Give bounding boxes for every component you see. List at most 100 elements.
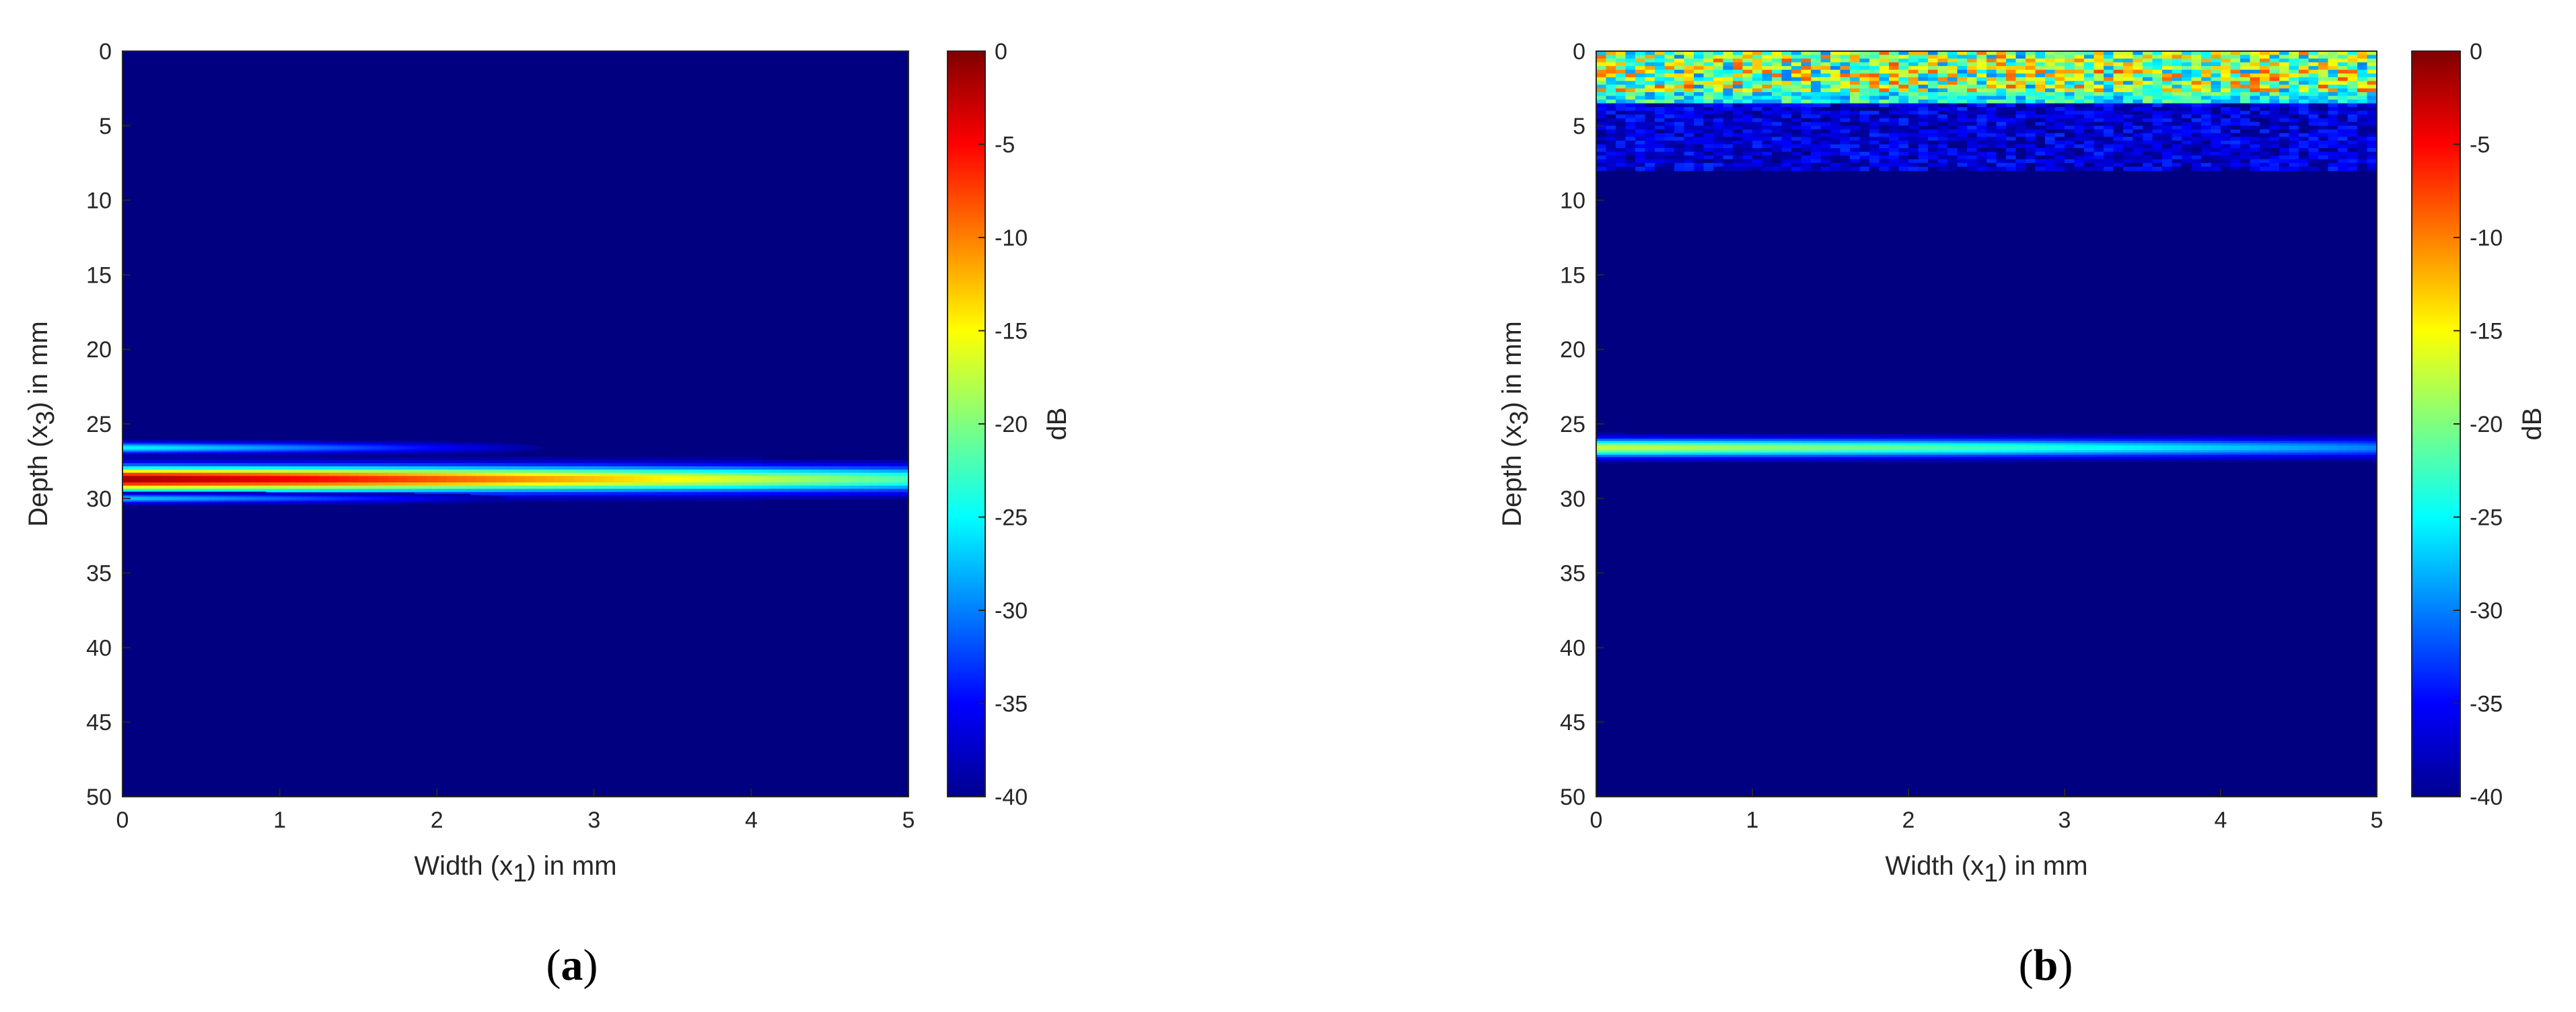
heatmap-cell: [2328, 148, 2338, 153]
heatmap-cell: [898, 472, 909, 477]
heatmap-cell: [1840, 69, 1851, 75]
heatmap-cell: [2006, 107, 2017, 112]
heatmap-cell: [408, 501, 415, 504]
heatmap-cell: [137, 499, 144, 502]
heatmap-cell: [348, 472, 359, 477]
heatmap-cell: [1694, 96, 1705, 101]
heatmap-cell: [859, 479, 870, 483]
heatmap-cell: [1723, 51, 1733, 56]
heatmap-cell: [490, 499, 497, 502]
heatmap-cell: [122, 476, 133, 480]
heatmap-cell: [761, 479, 772, 483]
heatmap-cell: [463, 442, 470, 445]
heatmap-cell: [2133, 137, 2143, 141]
heatmap-cell: [1781, 107, 1792, 112]
heatmap-cell: [315, 441, 322, 443]
heatmap-cell: [182, 446, 190, 449]
heatmap-cell: [133, 439, 140, 442]
heatmap-cell: [2074, 96, 2085, 101]
heatmap-cell: [378, 460, 389, 464]
heatmap-cell: [1694, 107, 1705, 112]
heatmap-cell: [2260, 151, 2270, 157]
heatmap-cell: [1820, 114, 1831, 119]
heatmap-cell: [1869, 129, 1880, 134]
heatmap-cell: [2065, 62, 2075, 67]
heatmap-cell: [2152, 125, 2163, 131]
heatmap-cell: [1937, 66, 1948, 71]
heatmap-cell: [320, 449, 327, 451]
heatmap-cell: [2191, 51, 2202, 56]
heatmap-cell: [2240, 107, 2251, 112]
heatmap-cell: [221, 476, 231, 480]
heatmap-cell: [188, 504, 195, 506]
heatmap-cell: [518, 443, 525, 446]
heatmap-cell: [2338, 137, 2349, 141]
heatmap-cell: [1840, 100, 1851, 104]
heatmap-cell: [194, 441, 201, 443]
heatmap-cell: [1987, 51, 1997, 56]
heatmap-cell: [2054, 62, 2065, 67]
heatmap-cell: [303, 446, 310, 449]
heatmap-cell: [210, 453, 217, 456]
heatmap-cell: [1898, 84, 1909, 89]
heatmap-cell: [1859, 110, 1870, 116]
heatmap-cell: [1996, 96, 2007, 101]
heatmap-cell: [2123, 88, 2134, 93]
heatmap-cell: [397, 463, 408, 467]
heatmap-cell: [1976, 144, 1987, 149]
heatmap-cell: [1625, 125, 1636, 131]
heatmap-cell: [279, 466, 291, 470]
heatmap-cell: [2269, 107, 2280, 112]
heatmap-cell: [1781, 110, 1792, 116]
heatmap-cell: [298, 441, 305, 443]
heatmap-cell: [2045, 51, 2056, 56]
heatmap-cell: [584, 492, 595, 496]
heatmap-cell: [565, 492, 575, 496]
heatmap-cell: [2054, 125, 2065, 131]
heatmap-cell: [2162, 144, 2173, 149]
heatmap-cell: [1762, 96, 1773, 101]
heatmap-cell: [1987, 122, 1997, 126]
heatmap-cell: [2026, 107, 2036, 112]
heatmap-cell: [1635, 100, 1646, 104]
heatmap-cell: [2094, 151, 2104, 157]
heatmap-cell: [447, 453, 454, 456]
heatmap-cell: [761, 485, 772, 490]
heatmap-cell: [276, 443, 283, 446]
x-tick-label: 5: [902, 807, 915, 833]
heatmap-cell: [1645, 151, 1655, 157]
heatmap-cell: [513, 449, 520, 451]
heatmap-cell: [199, 441, 206, 443]
heatmap-cell: [682, 456, 693, 461]
heatmap-cell: [485, 443, 492, 446]
heatmap-cell: [254, 451, 261, 454]
heatmap-cell: [441, 447, 448, 450]
heatmap-cell: [373, 501, 379, 503]
heatmap-cell: [820, 485, 831, 490]
heatmap-cell: [2094, 129, 2104, 134]
heatmap-cell: [2026, 125, 2036, 131]
heatmap-cell: [133, 441, 140, 443]
heatmap-cell: [1908, 140, 1919, 145]
heatmap-cell: [2201, 84, 2212, 89]
heatmap-cell: [485, 499, 491, 502]
heatmap-cell: [2191, 88, 2202, 93]
heatmap-cell: [2015, 103, 2026, 108]
heatmap-cell: [2123, 133, 2134, 138]
heatmap-cell: [199, 451, 206, 454]
heatmap-cell: [369, 441, 377, 443]
heatmap-cell: [663, 498, 674, 503]
heatmap-cell: [250, 501, 256, 503]
heatmap-cell: [436, 449, 443, 451]
heatmap-cell: [386, 443, 393, 446]
heatmap-cell: [692, 485, 703, 490]
heatmap-cell: [2289, 66, 2299, 71]
heatmap-cell: [1869, 55, 1880, 60]
heatmap-cell: [238, 443, 244, 446]
heatmap-cell: [2065, 148, 2075, 153]
heatmap-cell: [1976, 140, 1987, 145]
heatmap-cell: [338, 479, 349, 483]
heatmap-cell: [2250, 110, 2260, 116]
heatmap-cell: [388, 466, 398, 470]
heatmap-cell: [199, 501, 205, 503]
